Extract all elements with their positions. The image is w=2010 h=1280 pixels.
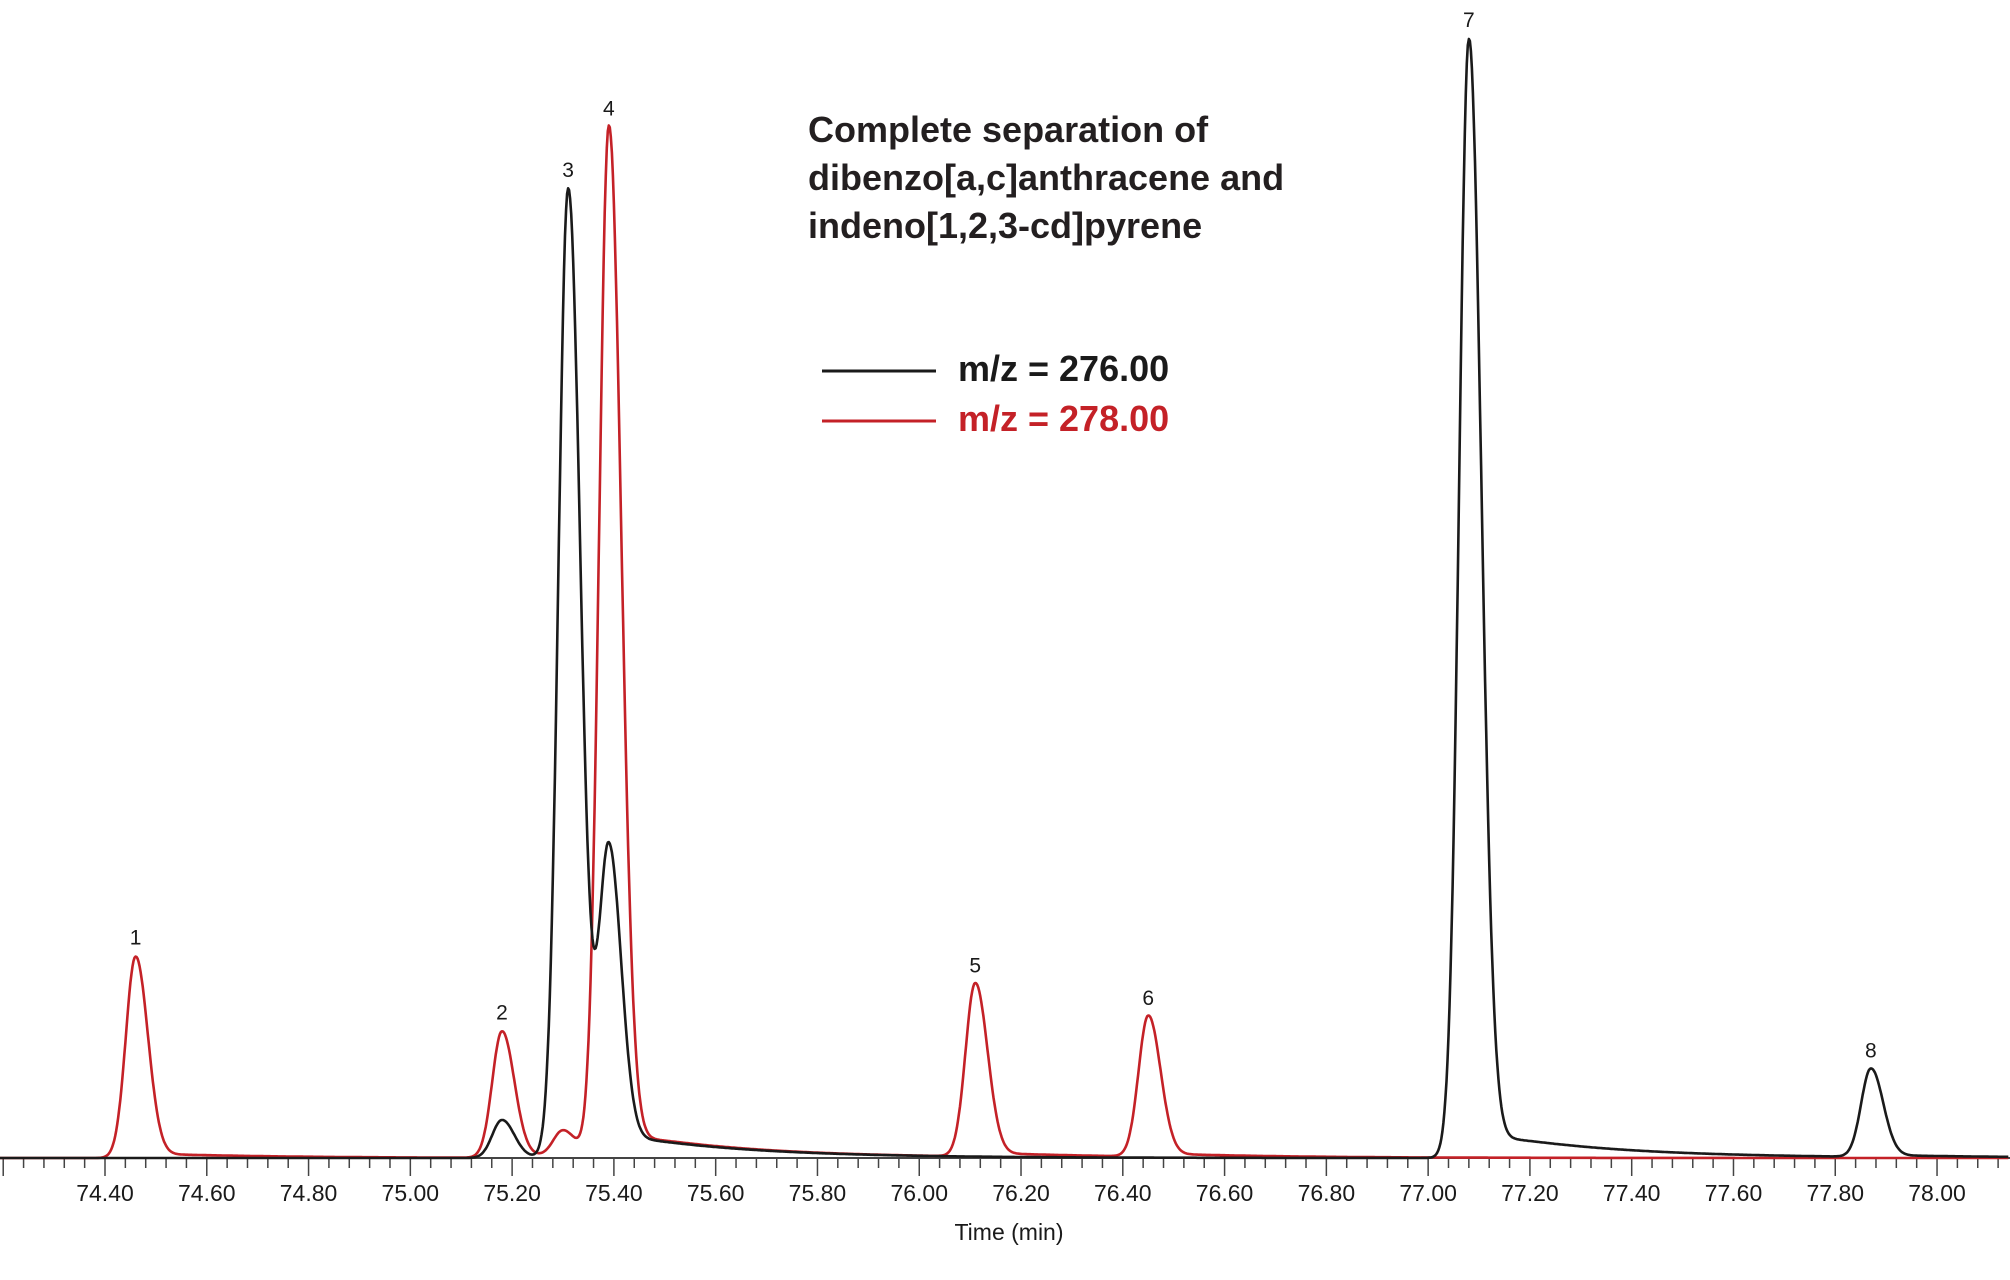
title-line-3: indeno[1,2,3-cd]pyrene xyxy=(808,205,1203,246)
peak-label-8: 8 xyxy=(1865,1040,1877,1063)
x-axis-label: Time (min) xyxy=(954,1219,1063,1245)
x-tick-label: 77.80 xyxy=(1806,1180,1864,1206)
peak-label-2: 2 xyxy=(496,1002,508,1025)
x-tick-label: 78.00 xyxy=(1908,1180,1966,1206)
peak-label-7: 7 xyxy=(1463,9,1475,32)
peak-label-4: 4 xyxy=(603,97,615,120)
title-line-2: dibenzo[a,c]anthracene and xyxy=(808,157,1285,198)
legend-label-276: m/z = 276.00 xyxy=(958,348,1169,389)
peak-label-5: 5 xyxy=(969,955,981,978)
legend-label-278: m/z = 278.00 xyxy=(958,398,1169,439)
x-tick-label: 76.20 xyxy=(992,1180,1050,1206)
title-line-1: Complete separation of xyxy=(808,109,1209,150)
trace-mz-276 xyxy=(0,37,2009,1160)
x-tick-label: 75.00 xyxy=(382,1180,440,1206)
peak-labels: 1 2 4 5 6 3 7 8 xyxy=(130,9,1877,1063)
peak-label-6: 6 xyxy=(1142,987,1154,1010)
x-axis: 74.40 74.60 74.80 75.00 75.20 75.40 75.60 75.80… xyxy=(0,1157,2010,1206)
peak-label-1: 1 xyxy=(130,927,142,950)
x-tick-label: 77.40 xyxy=(1603,1180,1661,1206)
x-tick-label: 75.80 xyxy=(789,1180,847,1206)
x-tick-label: 75.40 xyxy=(585,1180,643,1206)
x-tick-label: 76.00 xyxy=(890,1180,948,1206)
x-tick-label: 77.60 xyxy=(1705,1180,1763,1206)
x-tick-label: 76.60 xyxy=(1196,1180,1254,1206)
peak-label-3: 3 xyxy=(562,159,574,182)
x-tick-label: 75.20 xyxy=(483,1180,541,1206)
legend: m/z = 276.00 m/z = 278.00 xyxy=(822,348,1169,439)
x-tick-label: 76.40 xyxy=(1094,1180,1152,1206)
x-tick-label: 75.60 xyxy=(687,1180,745,1206)
x-tick-label: 74.60 xyxy=(178,1180,236,1206)
trace-mz-278 xyxy=(0,124,2009,1160)
x-tick-label: 74.80 xyxy=(280,1180,338,1206)
chart-title: Complete separation of dibenzo[a,c]anthr… xyxy=(808,106,1284,250)
x-tick-label: 76.80 xyxy=(1298,1180,1356,1206)
traces xyxy=(0,37,2009,1160)
x-tick-label: 77.00 xyxy=(1399,1180,1457,1206)
x-tick-label: 74.40 xyxy=(76,1180,134,1206)
x-tick-label: 77.20 xyxy=(1501,1180,1559,1206)
